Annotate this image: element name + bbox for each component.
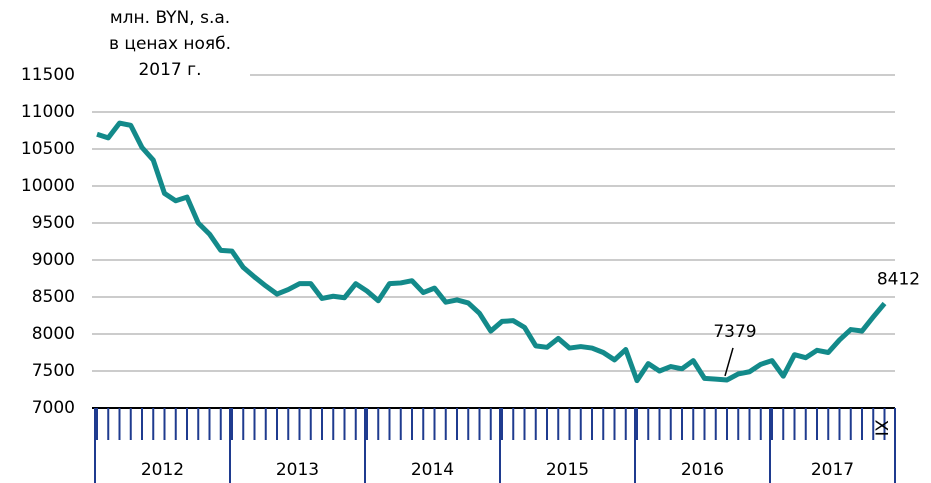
y-tick-label: 9000 (32, 250, 75, 270)
year-label: 2012 (141, 460, 184, 480)
y-tick-label: 8000 (32, 324, 75, 344)
y-tick-label: 11500 (21, 65, 75, 85)
y-tick-label: 10500 (21, 139, 75, 159)
y-axis-label: в ценах нояб. (109, 34, 231, 54)
value-label: 8412 (877, 270, 920, 290)
y-tick-label: 8500 (32, 287, 75, 307)
data-line (96, 120, 887, 384)
y-tick-label: 11000 (21, 102, 75, 122)
y-tick-label: 7000 (32, 398, 75, 418)
y-tick-label: 7500 (32, 361, 75, 381)
year-label: 2017 (811, 460, 854, 480)
y-axis-label: 2017 г. (138, 60, 201, 80)
leader-line (724, 347, 734, 377)
value-label: 7379 (713, 322, 756, 342)
y-axis-label: млн. BYN, s.a. (110, 8, 230, 28)
y-label-bg (88, 0, 250, 88)
year-label: 2013 (276, 460, 319, 480)
year-label: 2016 (681, 460, 724, 480)
x-tick-label: XI (871, 420, 891, 437)
y-tick-label: 10000 (21, 176, 75, 196)
year-label: 2014 (411, 460, 454, 480)
y-tick-label: 9500 (32, 213, 75, 233)
year-label: 2015 (546, 460, 589, 480)
